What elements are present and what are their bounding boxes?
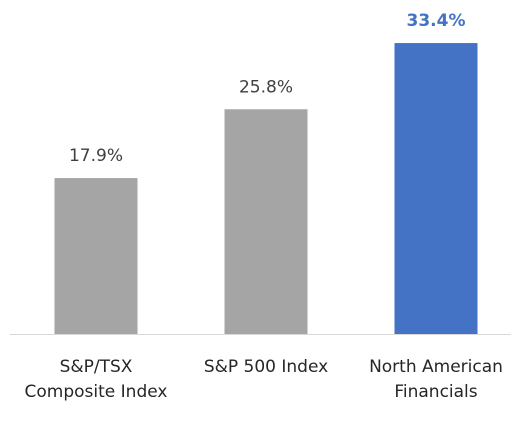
value-label: 25.8%	[239, 77, 293, 97]
bar	[54, 178, 138, 334]
x-tick-label: S&P 500 Index	[203, 357, 329, 377]
x-tick-label: S&P/TSX Composite Index	[24, 357, 168, 402]
bar	[224, 109, 308, 334]
value-label: 17.9%	[69, 146, 123, 166]
value-label: 33.4%	[407, 11, 466, 31]
bar	[394, 43, 478, 334]
x-tick-label: North American Financials	[369, 357, 503, 402]
